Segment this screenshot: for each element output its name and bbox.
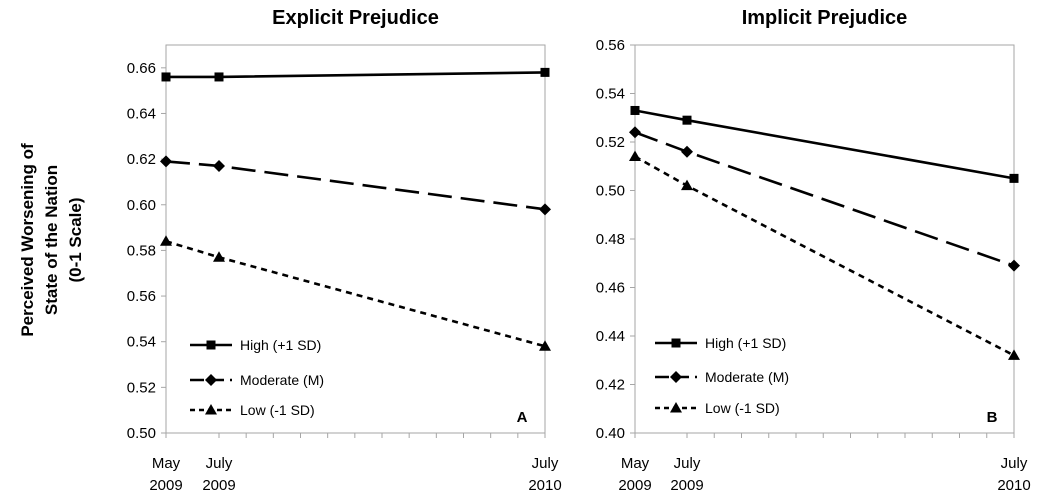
x-tick-label-line: 2010	[528, 477, 561, 494]
y-tick-label: 0.56	[127, 288, 156, 305]
plot-area	[165, 44, 546, 434]
y-axis-label-line: Perceived Worsening of	[18, 143, 37, 337]
data-point-diamond	[213, 159, 225, 172]
y-axis-label-line: State of the Nation	[42, 165, 61, 315]
series-line-1	[634, 109, 1015, 180]
y-tick-label: 0.50	[127, 425, 156, 442]
chart-panel-A: Explicit Prejudice 0.50 0.52 0.54 0.56 0.58 0.…	[127, 7, 562, 494]
y-tick-label: 0.66	[127, 60, 156, 77]
chart-title: Explicit Prejudice	[272, 7, 439, 29]
data-point-triangle	[160, 235, 172, 246]
legend-label: Low (-1 SD)	[240, 402, 315, 418]
y-tick-label: 0.56	[596, 37, 625, 54]
x-tick-label-line: July	[1001, 455, 1028, 472]
data-point-triangle	[205, 404, 217, 415]
y-tick-label: 0.48	[596, 231, 625, 248]
x-tick-label-line: 2010	[997, 477, 1030, 494]
y-tick-label: 0.52	[127, 379, 156, 396]
data-point-triangle	[681, 179, 693, 191]
data-point-square	[630, 105, 640, 115]
data-point-diamond	[1008, 259, 1020, 272]
x-tick-label-line: 2009	[202, 477, 235, 494]
data-point-square	[1009, 173, 1019, 183]
y-tick-label: 0.40	[596, 425, 625, 442]
data-point-triangle	[629, 150, 641, 162]
data-point-triangle	[1008, 349, 1020, 360]
data-point-square	[214, 72, 224, 82]
data-point-diamond	[681, 145, 693, 158]
series-line-3	[634, 155, 1015, 357]
y-tick-label: 0.44	[596, 328, 625, 345]
x-tick-label-line: July	[674, 455, 701, 472]
y-tick-label: 0.54	[127, 334, 156, 351]
x-tick-label: May 2009	[618, 455, 651, 494]
plot-area	[634, 44, 1015, 434]
data-point-diamond	[160, 155, 172, 168]
y-tick-label: 0.62	[127, 151, 156, 168]
data-point-triangle	[539, 340, 551, 351]
legend-label: Moderate (M)	[240, 372, 324, 388]
data-point-square	[206, 340, 216, 350]
y-tick-label: 0.46	[596, 280, 625, 297]
legend-label: Low (-1 SD)	[705, 400, 780, 416]
data-point-square	[540, 67, 550, 77]
y-tick-label: 0.60	[127, 197, 156, 214]
legend: High (+1 SD) Moderate (M) Low (-1 SD)	[190, 337, 324, 418]
chart-panel-B: Implicit Prejudice 0.40 0.42 0.44 0.46 0.48 0.…	[596, 7, 1031, 494]
x-tick-label: July 2009	[202, 455, 235, 494]
data-point-diamond	[205, 374, 217, 386]
x-tick-label-line: May	[621, 455, 650, 472]
y-axis-label: Perceived Worsening of State of the Natio…	[18, 143, 85, 337]
data-point-diamond	[539, 203, 551, 216]
data-point-diamond	[629, 126, 641, 139]
y-tick-label: 0.42	[596, 377, 625, 394]
y-tick-label: 0.50	[596, 183, 625, 200]
x-tick-label: July 2009	[670, 455, 703, 494]
x-tick-label-line: 2009	[618, 477, 651, 494]
series-line-2	[165, 160, 546, 211]
x-tick-label-line: 2009	[149, 477, 182, 494]
data-point-diamond	[670, 371, 682, 383]
x-tick-label-line: July	[532, 455, 559, 472]
x-tick-label: May 2009	[149, 455, 182, 494]
legend-label: Moderate (M)	[705, 369, 789, 385]
data-point-square	[671, 338, 681, 348]
x-tick-label-line: July	[206, 455, 233, 472]
data-point-triangle	[670, 402, 682, 413]
legend-label: High (+1 SD)	[705, 335, 786, 351]
chart-title: Implicit Prejudice	[742, 7, 908, 29]
x-tick-label-line: 2009	[670, 477, 703, 494]
y-axis-label-line: (0-1 Scale)	[66, 197, 85, 282]
y-tick-label: 0.58	[127, 242, 156, 259]
data-point-square	[682, 115, 692, 125]
panel-label: B	[987, 409, 998, 426]
data-point-triangle	[213, 251, 225, 262]
legend-label: High (+1 SD)	[240, 337, 321, 353]
y-tick-label: 0.64	[127, 105, 156, 122]
x-tick-label-line: May	[152, 455, 181, 472]
legend: High (+1 SD) Moderate (M) Low (-1 SD)	[655, 335, 789, 416]
series-line-3	[165, 240, 546, 348]
x-tick-label: July 2010	[997, 455, 1030, 494]
panel-label: A	[517, 409, 528, 426]
x-tick-label: July 2010	[528, 455, 561, 494]
y-tick-label: 0.54	[596, 86, 625, 103]
y-tick-label: 0.52	[596, 134, 625, 151]
chart-panels: Explicit Prejudice 0.50 0.52 0.54 0.56 0.58 0.…	[127, 7, 1031, 494]
data-point-square	[161, 72, 171, 82]
